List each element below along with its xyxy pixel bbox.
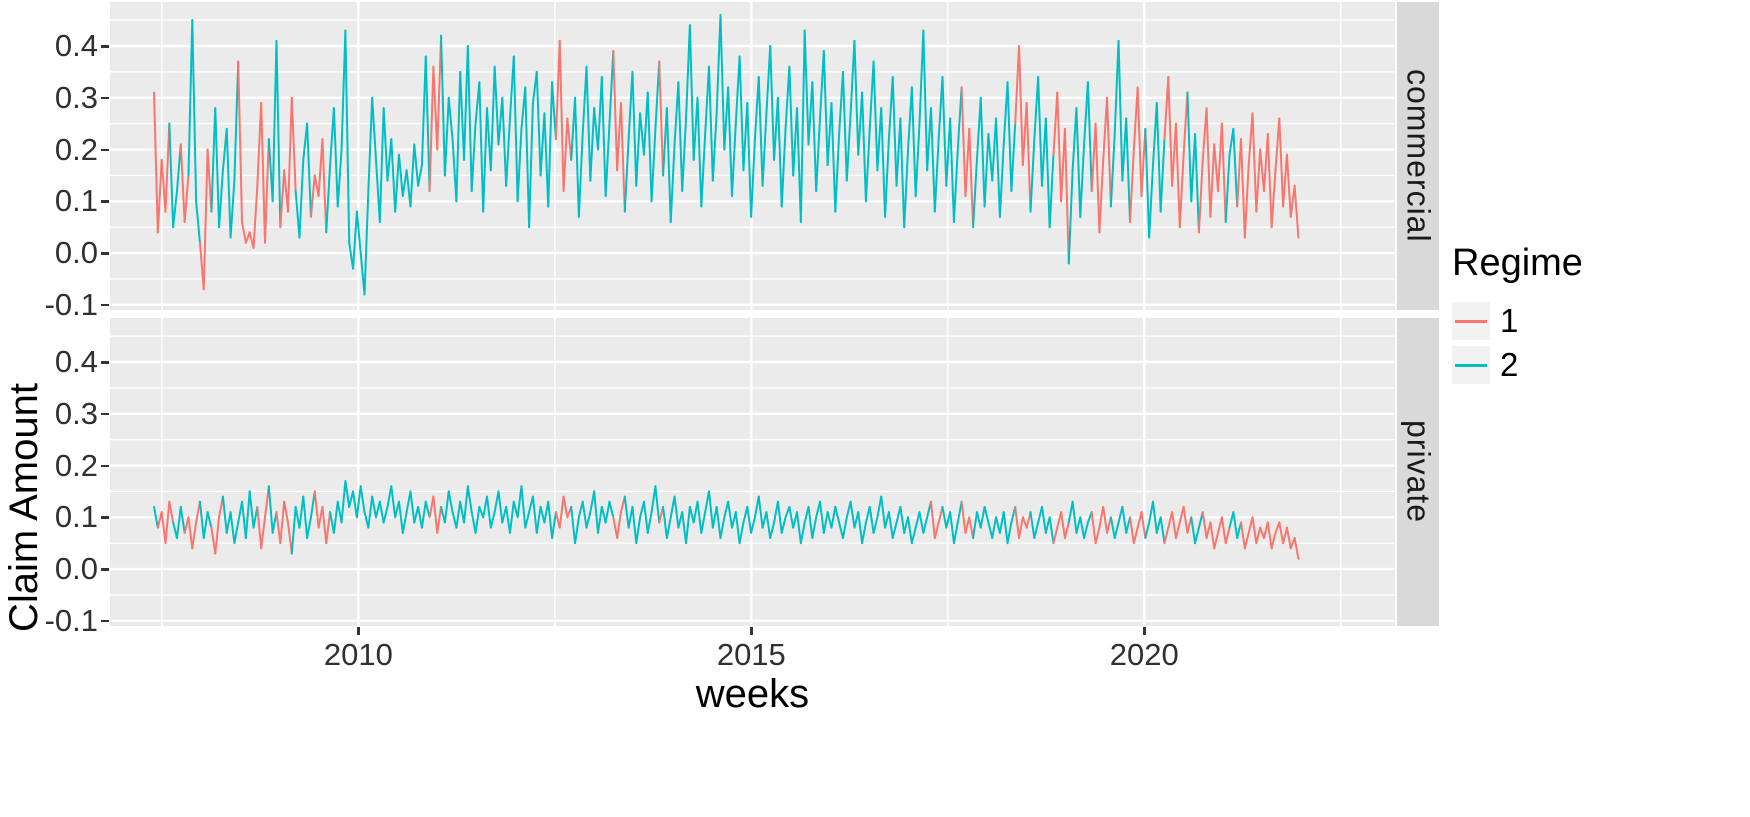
y-tick-label: 0.2 [54, 447, 98, 483]
y-tick-label: 0.0 [54, 551, 98, 587]
y-tick-mark [101, 200, 109, 203]
facet-strip-commercial: commercial [1397, 2, 1439, 310]
y-tick-label: 0.1 [54, 183, 98, 219]
x-tick-mark [1143, 627, 1146, 635]
y-tick-label: 0.2 [54, 131, 98, 167]
legend-key-regime-1 [1452, 302, 1490, 340]
y-tick-label: 0.4 [54, 344, 98, 379]
y-tick-label: 0.4 [54, 28, 98, 63]
y-tick-label: 0.1 [54, 499, 98, 535]
facet-panel-commercial [110, 2, 1395, 310]
y-tick-mark [101, 568, 109, 571]
y-tick-mark [101, 361, 109, 364]
facet-strip-private: private [1397, 318, 1439, 626]
x-tick-label: 2010 [323, 637, 393, 672]
y-tick-label: -0.1 [44, 286, 98, 322]
y-tick-mark [101, 45, 109, 48]
x-axis-title: weeks [695, 672, 810, 716]
x-tick-label: 2015 [716, 637, 786, 672]
y-tick-mark [101, 619, 109, 623]
legend-line-regime-1-icon [1455, 319, 1487, 323]
legend: Regime 1 2 [1452, 242, 1583, 387]
y-tick-label: -0.1 [44, 602, 98, 638]
y-tick-label: 0.3 [54, 79, 98, 115]
x-tick-label: 2020 [1109, 637, 1179, 672]
panel-plot-private [110, 318, 1395, 626]
legend-line-regime-2-icon [1455, 363, 1487, 367]
y-tick-mark [101, 96, 109, 100]
y-tick-mark [101, 516, 109, 519]
legend-label-regime-1: 1 [1500, 302, 1519, 339]
legend-label-regime-2: 2 [1500, 346, 1519, 383]
y-tick-label: 0.0 [54, 235, 98, 271]
legend-title: Regime [1452, 242, 1583, 284]
legend-entry-regime-2: 2 [1452, 343, 1583, 387]
y-tick-mark [101, 464, 109, 468]
legend-key-regime-2 [1452, 346, 1490, 384]
facet-panel-private [110, 318, 1395, 626]
y-tick-mark [101, 148, 109, 152]
y-tick-label: 0.3 [54, 395, 98, 431]
y-tick-mark [101, 303, 109, 307]
y-tick-mark [101, 252, 109, 255]
legend-entry-regime-1: 1 [1452, 299, 1583, 343]
x-tick-mark [750, 627, 753, 635]
facet-strip-label-private: private [1400, 420, 1437, 524]
x-tick-mark [357, 627, 360, 635]
y-tick-mark [101, 412, 109, 416]
panel-plot-commercial [110, 2, 1395, 310]
facet-strip-label-commercial: commercial [1400, 69, 1437, 243]
